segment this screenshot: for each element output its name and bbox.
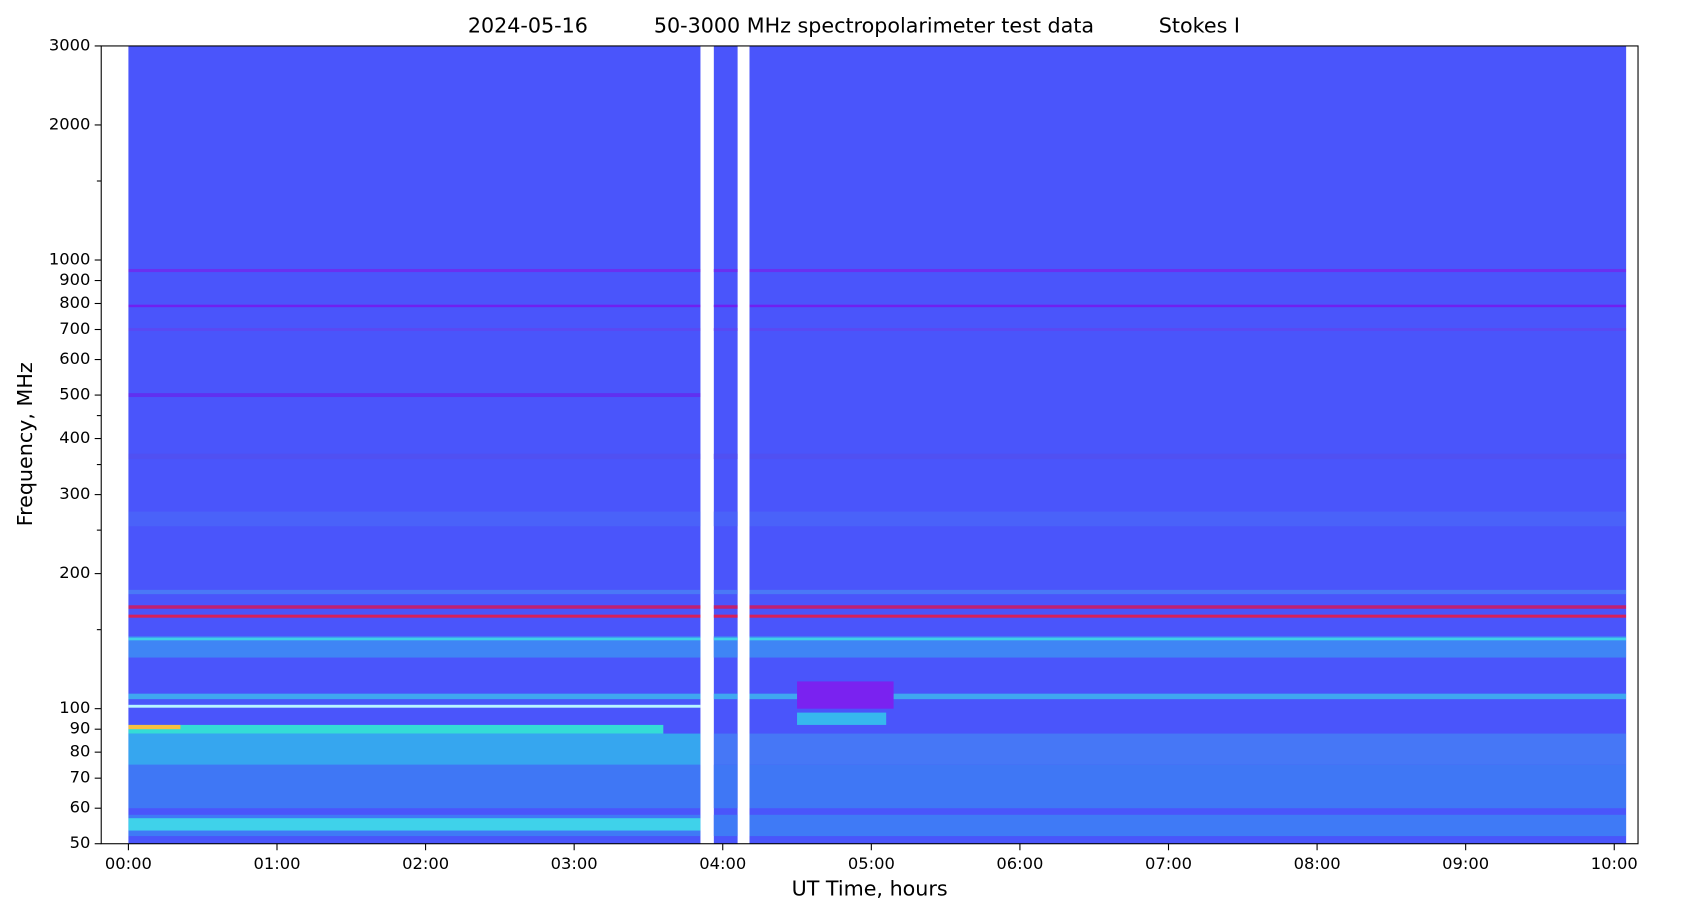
y-axis-label: Frequency, MHz — [13, 362, 37, 526]
y-tick-label: 600 — [59, 349, 90, 368]
data-segment — [749, 45, 1627, 844]
frequency-band — [128, 637, 1627, 641]
frequency-band — [128, 636, 1627, 658]
y-tick-label: 300 — [59, 484, 90, 503]
frequency-band — [797, 681, 894, 709]
frequency-band — [128, 304, 1627, 308]
frequency-band — [797, 712, 887, 725]
frequency-band — [128, 268, 1627, 273]
y-tick-label: 800 — [59, 293, 90, 312]
frequency-band — [128, 328, 1627, 331]
x-tick-label: 03:00 — [551, 854, 598, 873]
y-tick-label: 3000 — [49, 35, 91, 54]
plot-area — [128, 45, 1627, 844]
x-tick-label: 05:00 — [848, 854, 895, 873]
frequency-band — [128, 589, 1627, 595]
x-tick-label: 00:00 — [105, 854, 152, 873]
y-tick-label: 50 — [70, 833, 91, 852]
chart-title: 50-3000 MHz spectropolarimeter test data — [654, 13, 1094, 37]
x-tick-label: 08:00 — [1294, 854, 1341, 873]
y-tick-label: 1000 — [49, 250, 91, 269]
title-stokes: Stokes I — [1159, 13, 1240, 37]
x-tick-label: 04:00 — [699, 854, 746, 873]
frequency-band — [128, 614, 1627, 618]
frequency-band — [128, 724, 664, 734]
y-tick-label: 500 — [59, 385, 90, 404]
x-tick-label: 06:00 — [996, 854, 1043, 873]
x-tick-label: 01:00 — [253, 854, 300, 873]
y-tick-label: 400 — [59, 428, 90, 447]
x-tick-label: 02:00 — [402, 854, 449, 873]
frequency-band — [128, 733, 701, 765]
frequency-band — [128, 511, 1627, 527]
frequency-band — [713, 733, 1627, 765]
x-tick-label: 07:00 — [1145, 854, 1192, 873]
y-tick-label: 700 — [59, 319, 90, 338]
frequency-band — [128, 605, 1627, 609]
frequency-band — [128, 393, 701, 398]
bands — [128, 268, 1627, 837]
x-tick-label: 10:00 — [1591, 854, 1638, 873]
x-axis-label: UT Time, hours — [792, 876, 948, 900]
y-tick-label: 90 — [70, 719, 91, 738]
data-segment — [713, 45, 738, 844]
frequency-band — [128, 818, 701, 831]
y-tick-label: 60 — [70, 798, 91, 817]
frequency-band — [128, 453, 1627, 460]
y-tick-label: 100 — [59, 698, 90, 717]
y-tick-label: 200 — [59, 563, 90, 582]
frequency-band — [128, 764, 1627, 809]
data-segment — [128, 45, 701, 844]
title-date: 2024-05-16 — [468, 13, 588, 37]
y-tick-label: 80 — [70, 742, 91, 761]
frequency-band — [128, 704, 701, 708]
y-tick-label: 900 — [59, 270, 90, 289]
frequency-band — [128, 724, 181, 730]
x-tick-label: 09:00 — [1442, 854, 1489, 873]
y-tick-label: 2000 — [49, 114, 91, 133]
plot-frame — [100, 45, 1639, 845]
y-tick-label: 70 — [70, 768, 91, 787]
